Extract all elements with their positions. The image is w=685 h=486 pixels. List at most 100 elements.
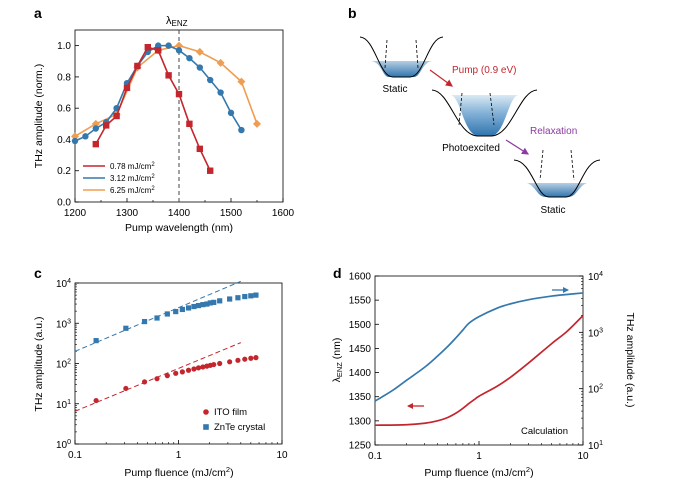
legend-label: 3.12 mJ/cm2 — [110, 174, 155, 183]
data-point — [248, 355, 254, 361]
data-point — [235, 295, 241, 301]
panel-a-series — [71, 41, 261, 174]
panel-b: b Static Pump (0.9 eV) Photoexcited Rela… — [348, 5, 601, 216]
y-right-tick-label: 104 — [588, 271, 603, 283]
x-tick-label: 10 — [577, 451, 589, 462]
data-point — [253, 292, 259, 298]
data-point — [253, 119, 261, 128]
panel-c-label: c — [34, 265, 42, 281]
panel-d: d 0.1 1 10 1250 1300 1350 1400 1450 1500 1550 1600… — [331, 265, 636, 479]
panel-a-ticks: 1200 1300 1400 1500 1600 0.0 0.2 0.4 0.6 0.8 1.0 — [57, 41, 294, 219]
data-point — [217, 360, 223, 367]
panel-b-label: b — [348, 5, 357, 21]
x-tick-label: 1 — [176, 450, 182, 461]
y-right-tick-label: 101 — [588, 440, 603, 452]
panel-d-label: d — [333, 265, 342, 281]
data-point — [200, 302, 206, 308]
data-point — [123, 385, 129, 392]
x-tick-label: 0.1 — [68, 450, 82, 461]
data-point — [134, 62, 141, 70]
data-point — [93, 397, 99, 404]
y-left-tick-label: 1500 — [349, 320, 372, 331]
well-static-2: Static — [513, 149, 601, 216]
data-point — [237, 77, 246, 86]
data-point — [207, 167, 214, 174]
data-point — [175, 47, 183, 54]
x-tick-label: 1500 — [220, 208, 243, 219]
y-tick-label: 102 — [56, 359, 71, 371]
panel-d-ylabel-left: λENZ (nm) — [331, 338, 344, 383]
data-point — [123, 84, 131, 92]
data-point — [196, 64, 203, 71]
y-left-tick-label: 1250 — [349, 441, 372, 452]
data-point — [165, 72, 172, 79]
panel-a-label: a — [34, 5, 42, 21]
well-photoexcited: Photoexcited — [431, 89, 538, 154]
left-axis-arrow — [407, 403, 424, 409]
data-point — [217, 298, 223, 304]
panel-d-ticks: 0.1 1 10 1250 1300 1350 1400 1450 1500 1550 1600 10… — [349, 271, 603, 462]
y-right-tick-label: 102 — [588, 384, 603, 396]
data-point — [173, 308, 179, 315]
y-right-tick-label: 103 — [588, 327, 603, 339]
y-tick-label: 0.6 — [57, 104, 71, 115]
data-point — [207, 300, 213, 306]
data-point — [227, 109, 235, 117]
legend-label: ZnTe crystal — [214, 422, 265, 433]
x-tick-label: 1 — [476, 451, 482, 462]
data-point — [211, 299, 217, 305]
data-point — [211, 361, 217, 368]
data-point — [82, 133, 89, 140]
pump-arrow — [429, 69, 453, 87]
data-point — [123, 325, 129, 331]
data-point — [204, 301, 210, 307]
data-point — [242, 293, 248, 300]
data-point — [141, 379, 148, 385]
data-point — [155, 47, 162, 54]
panel-d-frame — [374, 275, 584, 446]
data-point — [164, 311, 170, 317]
data-point — [141, 318, 148, 325]
data-point — [186, 120, 193, 128]
well-static-1-label: Static — [382, 84, 407, 95]
data-point — [216, 58, 225, 67]
data-point — [186, 54, 193, 62]
y-left-tick-label: 1400 — [349, 368, 372, 379]
data-point — [175, 41, 183, 50]
data-point — [196, 145, 203, 153]
legend-marker — [203, 424, 209, 430]
legend-label: 6.25 mJ/cm2 — [110, 186, 155, 195]
data-point — [173, 370, 179, 376]
series-curve — [374, 314, 584, 427]
y-tick-label: 103 — [56, 318, 71, 330]
data-point — [227, 296, 233, 302]
data-point — [144, 44, 151, 51]
y-tick-label: 1.0 — [57, 41, 71, 52]
data-point — [238, 126, 245, 134]
y-tick-label: 104 — [56, 278, 71, 290]
data-point — [103, 122, 110, 129]
panel-c-series — [74, 280, 259, 412]
data-point — [154, 315, 160, 321]
data-point — [191, 303, 197, 310]
y-left-tick-label: 1450 — [349, 344, 372, 355]
data-point — [179, 369, 185, 375]
x-tick-label: 1300 — [116, 208, 139, 219]
panel-d-series — [374, 292, 584, 427]
y-left-tick-label: 1600 — [349, 272, 372, 283]
relaxation-label: Relaxation — [530, 126, 577, 137]
right-axis-arrow — [552, 287, 569, 293]
panel-a-legend: 0.78 mJ/cm2 3.12 mJ/cm2 6.25 mJ/cm2 — [83, 162, 155, 195]
series-curve — [374, 292, 584, 402]
y-tick-label: 0.0 — [57, 198, 71, 209]
x-tick-label: 1400 — [168, 208, 191, 219]
data-point — [154, 376, 160, 382]
data-point — [92, 140, 99, 148]
x-tick-label: 1200 — [64, 208, 87, 219]
data-point — [200, 364, 206, 370]
y-tick-label: 0.4 — [57, 135, 71, 146]
series-line — [74, 44, 258, 138]
data-point — [191, 366, 197, 372]
panel-d-ylabel-right: THz amplitude (a.u.) — [624, 312, 636, 407]
